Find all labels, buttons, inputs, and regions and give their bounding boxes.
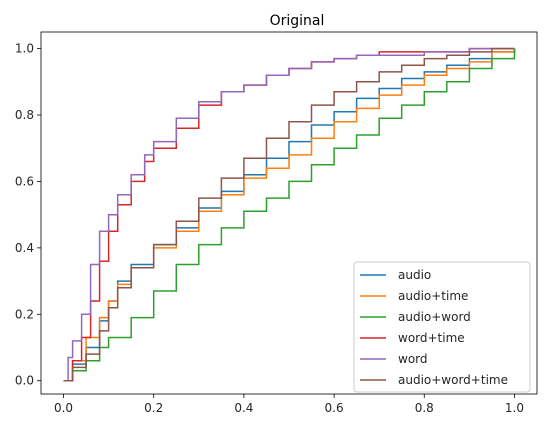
series-layer	[63, 47, 516, 382]
legend: audio audio+time audio+word word+time word au…	[353, 261, 531, 393]
legend-box	[353, 261, 531, 393]
x-tick-label: 0.8	[415, 401, 434, 415]
legend-label: audio+word	[398, 310, 471, 324]
y-tick-label: 0.6	[15, 174, 34, 188]
legend-label: word+time	[398, 331, 465, 345]
x-axis: 0.0 0.2 0.4 0.6 0.8 1.0	[54, 394, 524, 415]
x-tick-label: 0.2	[144, 401, 163, 415]
x-tick-label: 0.4	[234, 401, 253, 415]
y-tick-label: 0.2	[15, 307, 34, 321]
series-line-audio-word	[63, 48, 516, 382]
legend-label: audio+word+time	[398, 373, 508, 387]
y-axis: 0.0 0.2 0.4 0.6 0.8 1.0	[15, 42, 41, 388]
chart-title: Original	[270, 13, 325, 29]
plot-area-frame	[40, 31, 538, 395]
series-line-audio-time	[63, 48, 516, 382]
y-tick-label: 0.8	[15, 108, 34, 122]
y-tick-label: 0.0	[15, 374, 34, 388]
legend-label: word	[398, 352, 428, 366]
x-tick-label: 1.0	[505, 401, 524, 415]
y-tick-label: 0.4	[15, 241, 34, 255]
y-tick-label: 1.0	[15, 42, 34, 56]
x-tick-label: 0.0	[54, 401, 73, 415]
x-tick-label: 0.6	[325, 401, 344, 415]
legend-label: audio	[398, 268, 431, 282]
series-line-audio-word-time	[63, 47, 515, 382]
legend-label: audio+time	[398, 289, 468, 303]
series-line-word	[63, 47, 515, 382]
